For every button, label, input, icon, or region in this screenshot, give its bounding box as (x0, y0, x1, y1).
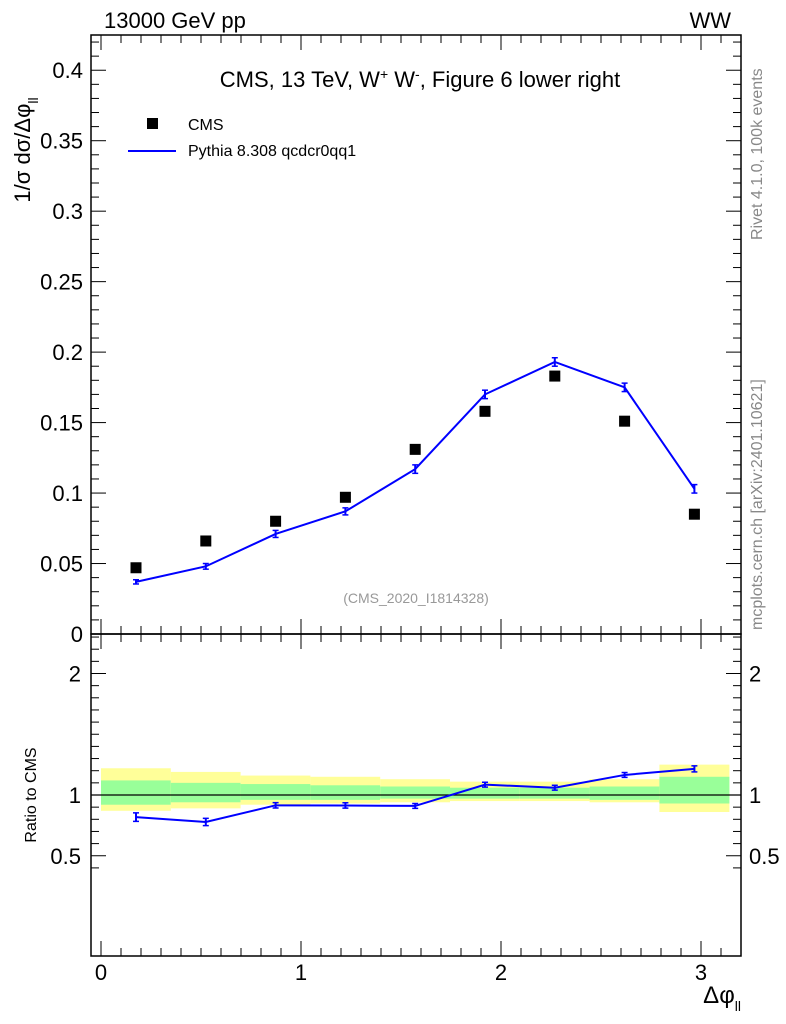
ratio-band-green (170, 782, 241, 803)
ratio-band-green (380, 786, 450, 799)
ratio-band-green (450, 787, 520, 799)
header-left: 13000 GeV pp (104, 8, 246, 33)
main-ytick-label: 0.2 (52, 340, 83, 365)
ratio-bands (91, 764, 741, 813)
header-right: WW (689, 8, 731, 33)
ratio-xtick-label: 1 (295, 960, 307, 985)
cms-data-point (270, 515, 282, 527)
main-ytick-label: 0.4 (52, 58, 83, 83)
legend: CMS Pythia 8.308 qcdcr0qq1 (128, 117, 356, 160)
ratio-ytick-label-right: 1 (749, 783, 761, 808)
cms-data-point (339, 491, 351, 503)
ratio-band-green (101, 780, 171, 805)
xlabel-sub: ll (735, 998, 741, 1014)
cms-data-point (549, 370, 561, 382)
rivet-label: Rivet 4.1.0, 100k events (749, 68, 766, 240)
ylabel-sub: ll (25, 97, 41, 103)
ratio-ticks: 0.5 0.5 1 1 2 2 0 1 2 3 (50, 634, 780, 985)
main-ytick-label: 0 (71, 622, 83, 647)
ratio-ytick-label-left: 1 (69, 783, 81, 808)
ratio-ylabel: Ratio to CMS (23, 747, 40, 842)
ratio-data (133, 765, 698, 827)
ratio-ytick-label-left: 0.5 (50, 844, 81, 869)
main-panel: 0 0.05 0.1 0.15 0.2 0.25 0.3 0.35 0.4 CMS, 13 Te… (10, 34, 742, 647)
cms-data-point (409, 443, 421, 455)
title-sup-plus: + (380, 66, 388, 82)
main-ytick-label: 0.35 (40, 129, 83, 154)
main-data (130, 357, 700, 585)
ratio-band-green (659, 776, 730, 804)
plot-title: CMS, 13 TeV, W+ W-, Figure 6 lower right (220, 66, 620, 92)
legend-cms-marker (147, 118, 158, 129)
title-a: CMS, 13 TeV, W (220, 67, 380, 92)
ratio-band-green (519, 787, 590, 799)
ratio-ytick-label-right: 2 (749, 662, 761, 687)
ratio-ytick-label-left: 2 (69, 662, 81, 687)
ratio-xtick-label: 0 (95, 960, 107, 985)
cms-data-point (688, 508, 700, 520)
title-sup-minus: - (415, 66, 420, 82)
cms-data-point (619, 415, 631, 427)
ratio-band-green (310, 785, 381, 800)
ratio-panel: 0.5 0.5 1 1 2 2 0 1 2 3 Ratio to CMS Δφll (23, 633, 780, 1014)
main-ytick-label: 0.15 (40, 411, 83, 436)
cms-data-point (479, 405, 491, 417)
ratio-ytick-label-right: 0.5 (749, 844, 780, 869)
main-ytick-label: 0.05 (40, 552, 83, 577)
main-ytick-label: 0.3 (52, 199, 83, 224)
legend-pythia-label: Pythia 8.308 qcdcr0qq1 (188, 143, 356, 160)
mcplots-label: mcplots.cern.ch [arXiv:2401.10621] (749, 379, 766, 630)
ratio-band-green (240, 784, 311, 800)
ratio-xtick-label: 2 (495, 960, 507, 985)
ratio-band-green (589, 786, 660, 800)
ratio-xtick-label: 3 (695, 960, 707, 985)
title-c: , Figure 6 lower right (420, 67, 621, 92)
watermark: (CMS_2020_I1814328) (343, 590, 489, 606)
legend-cms-label: CMS (188, 117, 224, 134)
title-b: W (388, 67, 415, 92)
main-ylabel: 1/σ dσ/Δφll (10, 97, 41, 202)
cms-data-point (130, 562, 142, 574)
main-ytick-label: 0.25 (40, 270, 83, 295)
main-ytick-label: 0.1 (52, 481, 83, 506)
cms-data-point (200, 535, 212, 547)
main-ticks: 0 0.05 0.1 0.15 0.2 0.25 0.3 0.35 0.4 (40, 35, 741, 647)
ratio-xlabel: Δφll (703, 982, 741, 1014)
